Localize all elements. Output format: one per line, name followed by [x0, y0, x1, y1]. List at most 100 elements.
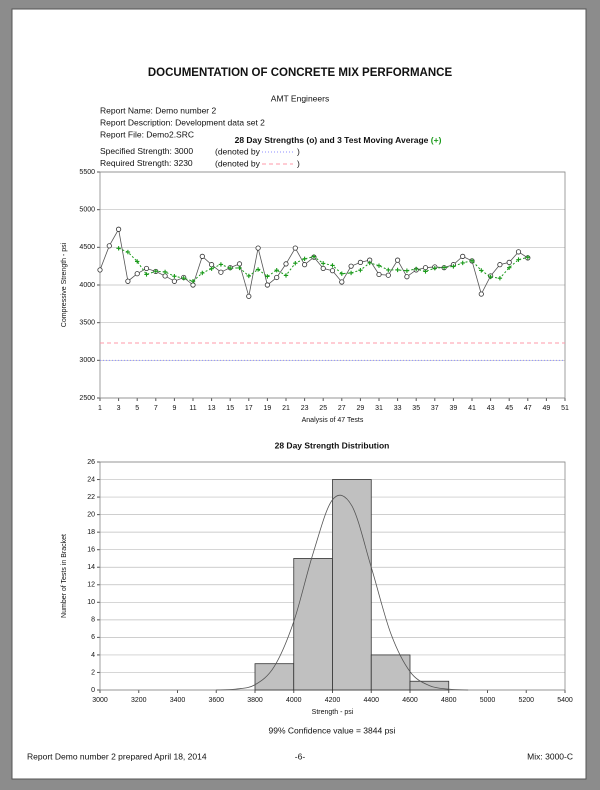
data-point — [423, 269, 428, 274]
data-point — [228, 266, 233, 271]
data-point — [404, 274, 410, 280]
reference-close: ) — [297, 146, 300, 156]
data-point — [162, 269, 168, 275]
x-tick-label: 4600 — [402, 697, 418, 704]
report-description: Report Description: Development data set… — [100, 117, 265, 127]
report-file: Report File: Demo2.SRC — [100, 129, 194, 139]
data-point — [134, 271, 140, 277]
x-tick-label: 4000 — [286, 697, 302, 704]
x-tick-label: 3800 — [247, 697, 263, 704]
reference-note: (denoted by — [215, 158, 261, 168]
y-tick-label: 26 — [87, 459, 95, 466]
data-point — [320, 265, 326, 272]
data-point — [367, 260, 372, 266]
data-point — [301, 262, 308, 268]
data-point — [451, 264, 456, 269]
x-tick-label: 1 — [98, 405, 102, 412]
data-point — [171, 278, 177, 284]
reference-label-text: Required Strength: — [100, 158, 171, 168]
data-point — [469, 258, 475, 263]
data-point — [246, 273, 251, 279]
y-tick-label: 6 — [91, 634, 95, 641]
reference-value: 3000 — [174, 146, 193, 156]
data-point — [441, 265, 447, 270]
reference-label: Specified Strength: 3000 — [100, 146, 193, 156]
y-tick-label: 5000 — [79, 207, 95, 214]
data-point — [246, 293, 252, 299]
y-tick-label: 20 — [87, 511, 95, 518]
x-axis-label: Strength - psi — [312, 709, 354, 716]
x-tick-label: 31 — [375, 405, 383, 412]
data-point — [292, 245, 298, 251]
plot-frame — [99, 171, 566, 399]
data-point — [97, 267, 103, 273]
data-point — [265, 274, 270, 279]
data-point — [376, 271, 382, 278]
data-point — [394, 257, 401, 263]
bar — [332, 479, 372, 691]
data-point — [172, 273, 177, 279]
data-point — [329, 268, 336, 274]
y-axis-label: Number of Tests in Bracket — [61, 534, 68, 618]
data-point — [507, 265, 512, 270]
y-tick-label: 5500 — [79, 169, 95, 176]
x-tick-label: 39 — [450, 405, 458, 412]
data-point — [237, 265, 242, 271]
data-point — [330, 263, 335, 268]
data-point — [143, 265, 150, 272]
data-point — [385, 272, 391, 278]
x-tick-label: 33 — [394, 405, 402, 412]
data-point — [348, 270, 354, 276]
x-tick-label: 7 — [154, 405, 158, 412]
data-point — [525, 255, 530, 260]
data-point — [339, 271, 344, 276]
data-point — [293, 260, 298, 266]
x-axis-label: Analysis of 47 Tests — [302, 417, 364, 424]
footer-left: Report Demo number 2 prepared April 18, … — [27, 751, 207, 761]
data-point — [422, 265, 429, 271]
x-tick-label: 25 — [319, 405, 327, 412]
y-axis-label: Compressive Strength - psi — [61, 242, 68, 327]
data-point — [395, 267, 400, 273]
x-tick-label: 51 — [561, 405, 569, 412]
y-tick-label: 8 — [91, 617, 95, 624]
x-tick-label: 3200 — [131, 697, 147, 704]
y-tick-label: 14 — [87, 564, 95, 571]
x-tick-label: 5400 — [557, 697, 573, 704]
reference-label-text: Specified Strength: — [100, 146, 172, 156]
data-point — [497, 262, 503, 268]
x-tick-label: 17 — [245, 405, 253, 412]
data-point — [497, 276, 503, 281]
x-tick-label: 41 — [468, 405, 476, 412]
data-point — [460, 253, 466, 259]
y-tick-label: 16 — [87, 547, 95, 554]
data-point — [274, 267, 279, 273]
x-tick-label: 21 — [282, 405, 290, 412]
x-tick-label: 49 — [543, 405, 551, 412]
data-point — [516, 257, 521, 262]
bar — [293, 558, 333, 691]
distribution-curve — [216, 494, 469, 691]
data-point — [209, 262, 215, 268]
x-tick-label: 43 — [487, 405, 495, 412]
data-point — [236, 261, 243, 267]
data-point — [404, 268, 410, 273]
data-point — [181, 276, 186, 281]
x-tick-label: 15 — [226, 405, 234, 412]
data-point — [190, 282, 196, 288]
x-tick-label: 5000 — [480, 697, 496, 704]
reference-note: (denoted by — [215, 146, 261, 156]
data-point — [255, 245, 261, 251]
data-point — [321, 261, 326, 266]
data-point — [200, 270, 205, 276]
data-point — [218, 262, 224, 267]
data-point — [432, 266, 437, 271]
data-point — [488, 274, 493, 280]
data-point — [264, 282, 270, 288]
data-point — [478, 291, 484, 297]
doc-title: DOCUMENTATION OF CONCRETE MIX PERFORMANC… — [148, 67, 453, 79]
data-point — [190, 279, 196, 284]
data-point — [274, 274, 280, 281]
y-tick-label: 2 — [91, 669, 95, 676]
data-point — [339, 279, 345, 285]
